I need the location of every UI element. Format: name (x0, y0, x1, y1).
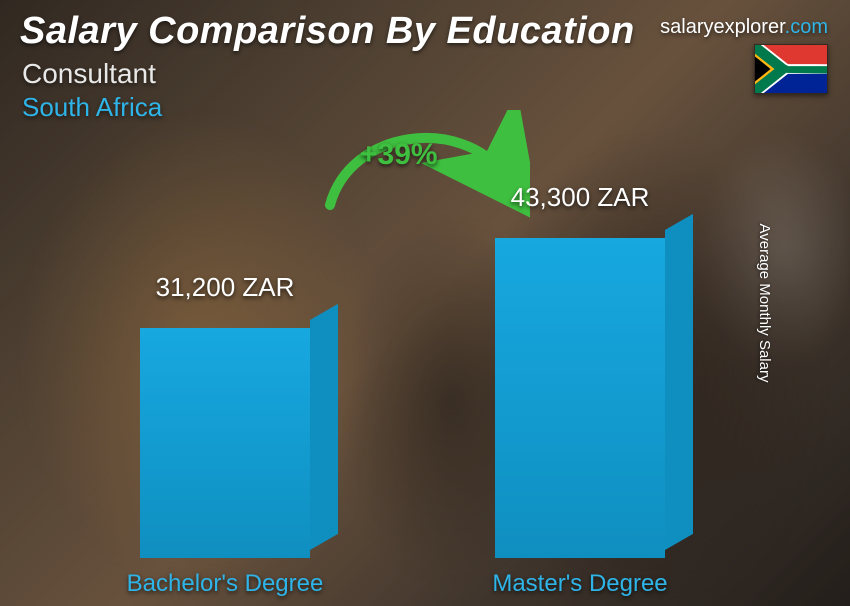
bar-label: Master's Degree (492, 570, 667, 598)
brand-tld: .com (785, 16, 828, 38)
bar-label: Bachelor's Degree (127, 570, 324, 598)
bar-bachelors: 31,200 ZAR Bachelor's Degree (140, 328, 310, 558)
bar-front-face (495, 238, 665, 558)
flag-icon (754, 44, 828, 94)
bar-value: 43,300 ZAR (511, 182, 650, 213)
bar-value: 31,200 ZAR (156, 272, 295, 303)
infographic-stage: Salary Comparison By Education Consultan… (0, 0, 850, 606)
bar-masters: 43,300 ZAR Master's Degree (495, 238, 665, 558)
brand-name: salaryexplorer (660, 16, 785, 38)
bar-front-face (140, 328, 310, 558)
increase-percent: +39% (360, 138, 438, 172)
bar-chart: +39% 31,200 ZAR Bachelor's Degree 43,300… (0, 120, 850, 606)
bar-side-face (665, 214, 693, 550)
chart-title: Salary Comparison By Education (20, 10, 635, 53)
brand-watermark: salaryexplorer.com (660, 16, 828, 39)
chart-country: South Africa (22, 92, 162, 123)
chart-subtitle: Consultant (22, 58, 156, 90)
bar-side-face (310, 304, 338, 550)
